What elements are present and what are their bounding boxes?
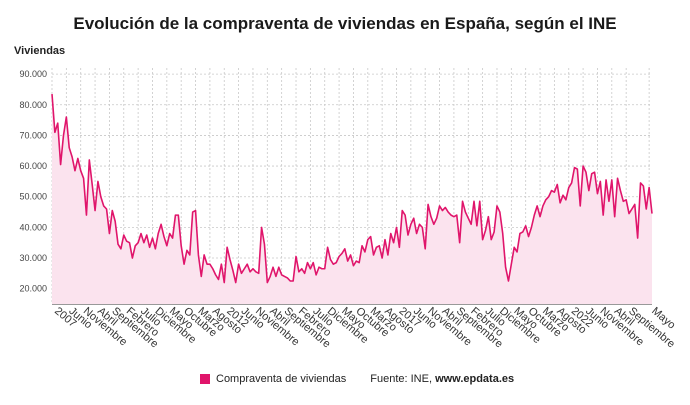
- source-link[interactable]: www.epdata.es: [435, 373, 515, 385]
- legend-swatch: [200, 374, 210, 384]
- x-tick-layer: 2007JunioNoviembreAbrilSeptiembreFebrero…: [52, 305, 677, 350]
- y-tick-label: 90.000: [19, 69, 47, 79]
- y-tick-label: 80.000: [19, 100, 47, 110]
- y-tick-label: 40.000: [19, 222, 47, 232]
- y-tick-label: 60.000: [19, 161, 47, 171]
- series-line: [51, 93, 653, 284]
- area-layer: [52, 94, 652, 304]
- series-area: [52, 94, 652, 304]
- source-text: Fuente: INE, www.epdata.es: [370, 373, 514, 385]
- y-tick-label: 30.000: [19, 253, 47, 263]
- chart-title: Evolución de la compraventa de viviendas…: [73, 14, 617, 33]
- source-prefix: Fuente: INE,: [370, 373, 436, 385]
- y-tick-label: 20.000: [19, 284, 47, 294]
- legend: Compraventa de viviendas Fuente: INE, ww…: [200, 373, 514, 385]
- y-tick-label: 70.000: [19, 130, 47, 140]
- y-tick-label: 50.000: [19, 192, 47, 202]
- line-layer: [51, 93, 653, 284]
- y-axis-label: Viviendas: [14, 45, 66, 57]
- legend-label: Compraventa de viviendas: [216, 373, 347, 385]
